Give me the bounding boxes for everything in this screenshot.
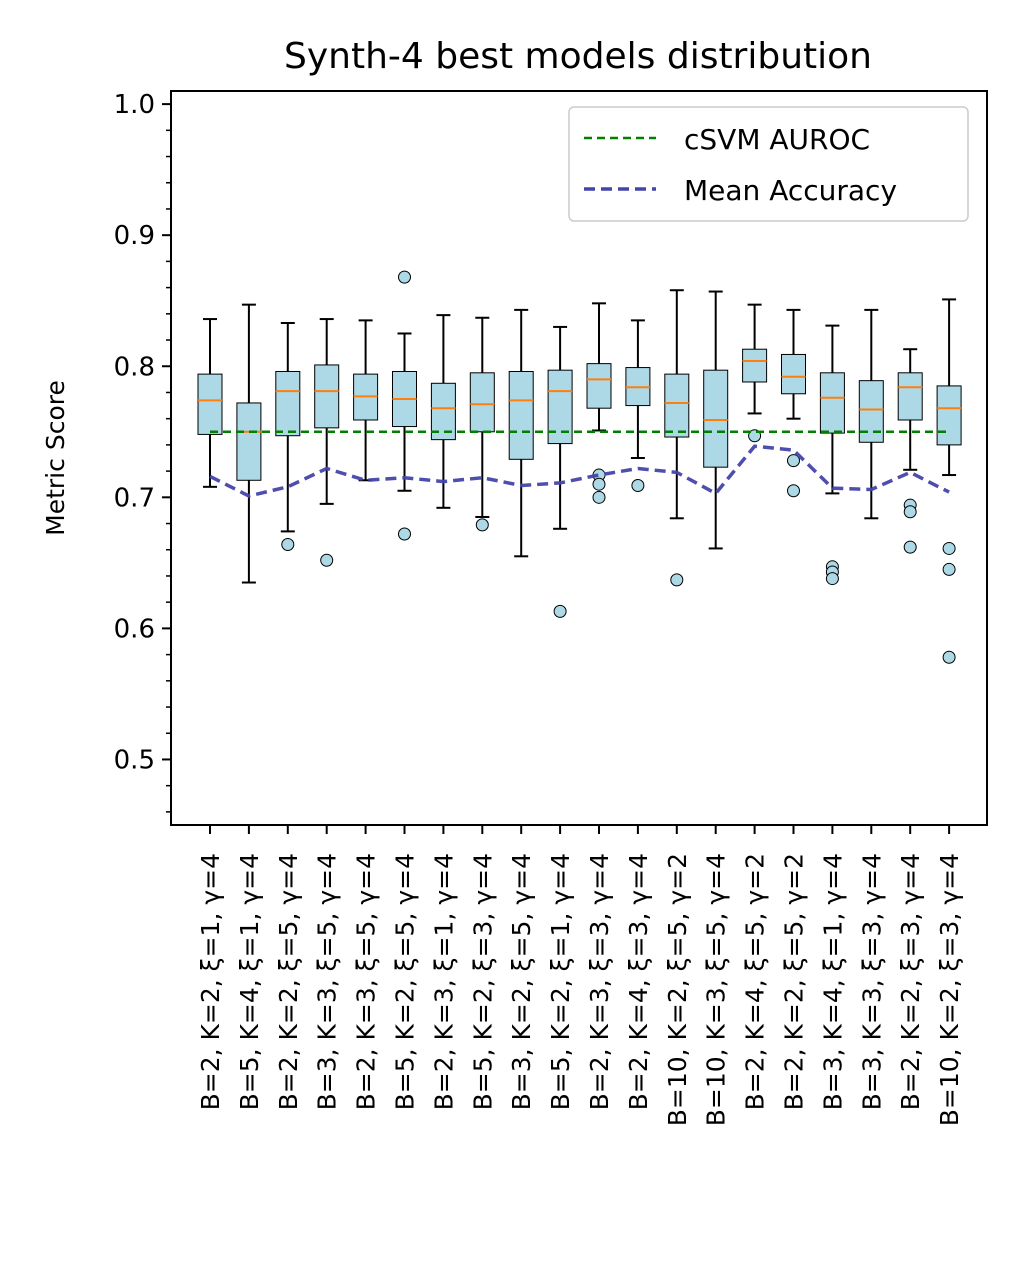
y-tick-label: 0.6 xyxy=(114,614,155,644)
outlier-point xyxy=(825,572,839,586)
box xyxy=(197,373,223,435)
x-tick-label: B=5, K=2, ξ=3, γ=4 xyxy=(468,853,497,1110)
x-tick-label: B=2, K=3, ξ=5, γ=4 xyxy=(352,853,381,1110)
box xyxy=(897,372,923,421)
x-tick-label: B=10, K=2, ξ=3, γ=4 xyxy=(935,853,964,1126)
box-group xyxy=(314,318,340,567)
y-tick-label: 0.9 xyxy=(114,221,155,251)
outlier-point xyxy=(631,479,645,493)
x-tick-label: B=2, K=2, ξ=5, γ=2 xyxy=(780,853,809,1110)
box xyxy=(469,372,495,433)
box-group xyxy=(236,303,262,584)
x-tick-label: B=2, K=2, ξ=1, γ=4 xyxy=(196,853,225,1110)
outlier-point xyxy=(592,477,606,491)
outlier-point xyxy=(942,541,956,555)
outlier-point xyxy=(903,540,917,554)
x-tick-label: B=3, K=3, ξ=3, γ=4 xyxy=(857,853,886,1110)
box-group xyxy=(547,325,573,618)
x-tick-label: B=2, K=3, ξ=3, γ=4 xyxy=(585,853,614,1110)
x-tick-label: B=10, K=3, ξ=5, γ=4 xyxy=(702,853,731,1126)
box-group xyxy=(897,348,923,554)
box xyxy=(781,353,806,395)
x-tick-label: B=2, K=2, ξ=5, γ=4 xyxy=(274,853,303,1110)
outlier-point xyxy=(787,454,800,468)
x-tick-label: B=2, K=3, ξ=1, γ=4 xyxy=(429,853,458,1110)
box-group xyxy=(508,308,534,558)
x-tick-label: B=3, K=2, ξ=5, γ=4 xyxy=(507,853,536,1110)
box-group xyxy=(936,298,962,664)
mean-accuracy-line xyxy=(209,444,950,498)
box xyxy=(664,373,690,438)
box-group xyxy=(586,302,612,504)
y-tick-label: 1.0 xyxy=(114,90,155,120)
box xyxy=(275,370,301,437)
outlier-point xyxy=(398,527,411,541)
box-group xyxy=(275,321,301,552)
box-group xyxy=(742,303,768,443)
outlier-point xyxy=(475,518,489,532)
outlier-point xyxy=(398,270,411,284)
box-group xyxy=(625,319,651,493)
box-group xyxy=(469,316,495,532)
box-group xyxy=(430,314,456,509)
plot-frame xyxy=(170,90,988,826)
box-group xyxy=(197,318,223,488)
outlier-point xyxy=(942,562,956,576)
box xyxy=(703,369,729,468)
box-group xyxy=(353,319,379,482)
outlier-point xyxy=(670,573,684,587)
box-group xyxy=(819,324,845,586)
outlier-point xyxy=(320,553,334,567)
legend: cSVM AUROC Mean Accuracy xyxy=(568,106,969,222)
x-tick-label: B=5, K=4, ξ=1, γ=4 xyxy=(235,853,264,1110)
x-tick-label: B=3, K=4, ξ=1, γ=4 xyxy=(818,853,847,1110)
x-tick-label: B=5, K=2, ξ=1, γ=4 xyxy=(546,853,575,1110)
outlier-point xyxy=(281,538,295,552)
x-tick-label: B=2, K=4, ξ=5, γ=2 xyxy=(741,853,770,1110)
legend-label-mean-accuracy: Mean Accuracy xyxy=(684,174,897,207)
box-group xyxy=(392,270,417,541)
box xyxy=(586,363,612,409)
axes: 0.5 0.6 0.7 0.8 0.9 1.0 B=2, K=2, ξ=1, γ=4 B=5,… xyxy=(114,90,988,1126)
box-group xyxy=(858,308,884,520)
box-group xyxy=(781,308,806,498)
box xyxy=(236,402,262,481)
outlier-point xyxy=(553,604,567,618)
plot-area xyxy=(197,270,962,664)
outlier-point xyxy=(592,490,606,504)
box xyxy=(936,385,962,446)
box-group xyxy=(664,289,690,587)
legend-frame xyxy=(568,106,969,222)
box xyxy=(314,364,340,429)
y-tick-label: 0.8 xyxy=(114,352,155,382)
y-axis-label: Metric Score xyxy=(41,380,70,536)
box xyxy=(430,382,456,441)
legend-label-csvm-auroc: cSVM AUROC xyxy=(684,123,870,156)
box xyxy=(819,372,845,434)
outlier-point xyxy=(903,505,917,519)
outlier-point xyxy=(942,650,956,664)
x-tick-label: B=3, K=3, ξ=5, γ=4 xyxy=(313,853,342,1110)
chart-title: Synth-4 best models distribution xyxy=(284,36,872,77)
box-group xyxy=(703,290,729,550)
outlier-point xyxy=(787,484,800,498)
x-tick-label: B=2, K=2, ξ=3, γ=4 xyxy=(896,853,925,1110)
x-tick-label: B=5, K=2, ξ=5, γ=4 xyxy=(391,853,420,1110)
x-tick-label: B=10, K=2, ξ=5, γ=2 xyxy=(663,853,692,1126)
y-tick-label: 0.7 xyxy=(114,483,155,513)
y-tick-label: 0.5 xyxy=(114,745,155,775)
box xyxy=(508,370,534,460)
box xyxy=(742,348,768,383)
x-tick-label: B=2, K=4, ξ=3, γ=4 xyxy=(624,853,653,1110)
